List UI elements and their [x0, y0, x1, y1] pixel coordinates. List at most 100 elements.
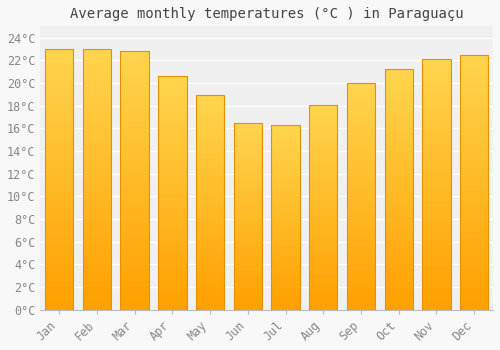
Bar: [384, 163, 413, 166]
Bar: [120, 75, 149, 77]
Bar: [196, 166, 224, 168]
Bar: [83, 245, 111, 247]
Bar: [460, 154, 488, 157]
Bar: [309, 111, 338, 113]
Bar: [120, 299, 149, 302]
Bar: [83, 156, 111, 159]
Bar: [45, 172, 74, 174]
Bar: [120, 108, 149, 111]
Bar: [234, 197, 262, 199]
Bar: [422, 159, 450, 162]
Bar: [272, 236, 299, 238]
Bar: [384, 98, 413, 100]
Bar: [309, 232, 338, 234]
Bar: [460, 103, 488, 106]
Bar: [272, 271, 299, 273]
Bar: [422, 234, 450, 237]
Bar: [234, 140, 262, 141]
Bar: [422, 222, 450, 225]
Bar: [460, 167, 488, 169]
Bar: [45, 153, 74, 156]
Bar: [347, 215, 375, 217]
Bar: [272, 178, 299, 180]
Bar: [234, 160, 262, 162]
Bar: [196, 102, 224, 104]
Bar: [120, 105, 149, 108]
Bar: [196, 190, 224, 192]
Bar: [196, 245, 224, 247]
Bar: [272, 276, 299, 278]
Bar: [422, 107, 450, 109]
Bar: [120, 191, 149, 194]
Bar: [234, 274, 262, 276]
Bar: [347, 228, 375, 230]
Bar: [158, 254, 186, 256]
Bar: [384, 216, 413, 218]
Bar: [272, 273, 299, 275]
Bar: [45, 281, 74, 284]
Bar: [234, 154, 262, 156]
Bar: [422, 94, 450, 97]
Bar: [347, 164, 375, 167]
Bar: [272, 131, 299, 132]
Bar: [45, 276, 74, 279]
Bar: [384, 298, 413, 300]
Bar: [120, 307, 149, 310]
Bar: [196, 179, 224, 181]
Bar: [196, 130, 224, 132]
Bar: [234, 173, 262, 175]
Bar: [158, 88, 186, 90]
Bar: [347, 289, 375, 292]
Bar: [196, 198, 224, 201]
Bar: [309, 172, 338, 174]
Bar: [234, 280, 262, 282]
Bar: [309, 215, 338, 217]
Bar: [422, 230, 450, 232]
Bar: [234, 126, 262, 128]
Bar: [347, 248, 375, 251]
Bar: [384, 252, 413, 254]
Bar: [272, 141, 299, 144]
Bar: [309, 289, 338, 291]
Bar: [45, 122, 74, 125]
Bar: [460, 218, 488, 220]
Bar: [309, 105, 338, 310]
Bar: [422, 245, 450, 247]
Bar: [158, 193, 186, 195]
Bar: [83, 237, 111, 239]
Bar: [83, 78, 111, 80]
Bar: [120, 266, 149, 268]
Bar: [309, 224, 338, 226]
Bar: [120, 186, 149, 188]
Bar: [196, 282, 224, 284]
Bar: [83, 161, 111, 164]
Bar: [158, 141, 186, 144]
Bar: [45, 91, 74, 93]
Bar: [460, 228, 488, 231]
Bar: [83, 184, 111, 187]
Bar: [460, 307, 488, 310]
Bar: [158, 298, 186, 300]
Bar: [272, 265, 299, 267]
Bar: [347, 196, 375, 198]
Bar: [158, 282, 186, 284]
Bar: [120, 256, 149, 258]
Bar: [384, 226, 413, 228]
Bar: [272, 160, 299, 162]
Bar: [460, 200, 488, 203]
Bar: [158, 104, 186, 106]
Bar: [347, 88, 375, 90]
Bar: [196, 147, 224, 149]
Bar: [45, 60, 74, 62]
Bar: [234, 224, 262, 225]
Bar: [158, 207, 186, 209]
Bar: [234, 181, 262, 182]
Bar: [422, 162, 450, 164]
Bar: [45, 146, 74, 148]
Bar: [309, 152, 338, 154]
Bar: [120, 263, 149, 266]
Bar: [309, 267, 338, 269]
Bar: [158, 249, 186, 251]
Bar: [272, 195, 299, 197]
Bar: [196, 155, 224, 158]
